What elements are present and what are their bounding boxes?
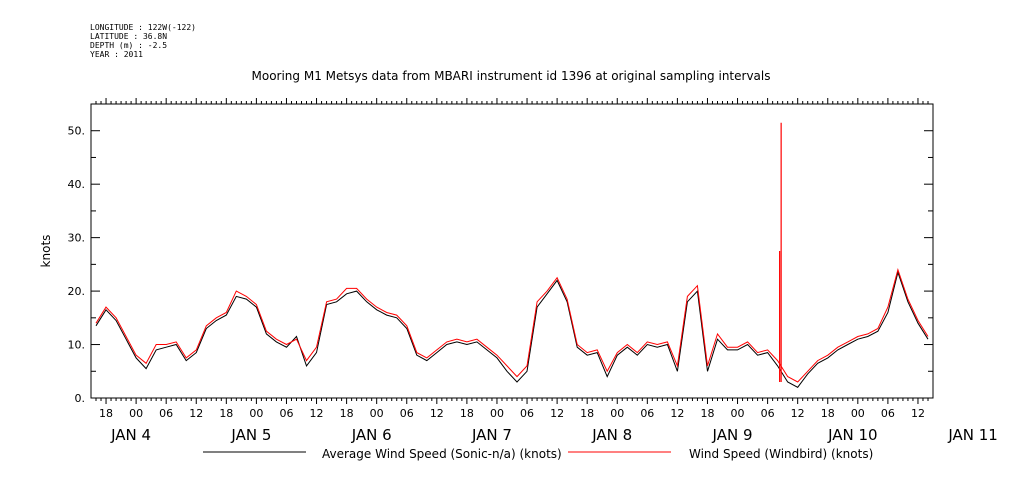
x-hour-tick-label: 18	[460, 407, 474, 420]
x-hour-tick-label: 18	[219, 407, 233, 420]
x-hour-tick-label: 12	[310, 407, 324, 420]
x-hour-tick-label: 06	[159, 407, 173, 420]
x-hour-tick-label: 18	[99, 407, 113, 420]
series-windbird-wind-speed	[95, 267, 929, 383]
y-tick-label: 40.	[68, 178, 86, 191]
x-day-label: JAN 4	[110, 426, 151, 444]
x-day-label: JAN 9	[712, 426, 753, 444]
x-hour-tick-label: 18	[340, 407, 354, 420]
header-metadata: LONGITUDE : 122W(-122) LATITUDE : 36.8N …	[90, 23, 196, 59]
y-tick-label: 0.	[75, 392, 86, 405]
x-day-label: JAN 11	[947, 426, 998, 444]
x-hour-tick-label: 06	[400, 407, 414, 420]
legend: Average Wind Speed (Sonic-n/a) (knots) W…	[203, 447, 873, 461]
x-hour-tick-label: 06	[279, 407, 293, 420]
depth-text: DEPTH (m) : -2.5	[90, 41, 167, 50]
x-hour-tick-label: 00	[370, 407, 384, 420]
x-hour-tick-label: 00	[490, 407, 504, 420]
y-tick-label: 20.	[68, 285, 86, 298]
x-hour-tick-label: 00	[129, 407, 143, 420]
x-hour-tick-label: 12	[791, 407, 805, 420]
legend-label-windbird: Wind Speed (Windbird) (knots)	[689, 447, 873, 461]
x-hour-tick-label: 00	[249, 407, 263, 420]
x-hour-tick-label: 06	[520, 407, 534, 420]
plot-frame	[90, 103, 934, 399]
year-text: YEAR : 2011	[90, 50, 143, 59]
x-hour-tick-label: 06	[640, 407, 654, 420]
x-hour-tick-label: 12	[670, 407, 684, 420]
y-tick-label: 10.	[68, 339, 86, 352]
y-axis-label: knots	[39, 235, 53, 268]
x-hour-tick-label: 12	[430, 407, 444, 420]
series-average-wind-speed	[95, 270, 929, 388]
chart-title: Mooring M1 Metsys data from MBARI instru…	[252, 69, 771, 83]
x-day-label: JAN 5	[230, 426, 271, 444]
legend-label-average: Average Wind Speed (Sonic-n/a) (knots)	[322, 447, 562, 461]
x-hour-tick-label: 00	[731, 407, 745, 420]
longitude-text: LONGITUDE : 122W(-122)	[90, 23, 196, 32]
y-tick-label: 50.	[68, 125, 86, 138]
y-tick-label: 30.	[68, 232, 86, 245]
x-day-label: JAN 10	[827, 426, 878, 444]
x-hour-tick-label: 00	[851, 407, 865, 420]
x-hour-tick-label: 18	[580, 407, 594, 420]
x-hour-tick-label: 18	[821, 407, 835, 420]
x-day-label: JAN 8	[591, 426, 632, 444]
x-hour-tick-label: 12	[911, 407, 925, 420]
x-day-label: JAN 6	[351, 426, 392, 444]
x-hour-tick-label: 06	[881, 407, 895, 420]
x-hour-tick-label: 00	[610, 407, 624, 420]
x-hour-tick-label: 18	[700, 407, 714, 420]
x-hour-tick-label: 06	[761, 407, 775, 420]
series-group	[95, 122, 929, 388]
x-hour-tick-label: 12	[189, 407, 203, 420]
latitude-text: LATITUDE : 36.8N	[90, 32, 167, 41]
x-hour-tick-label: 12	[550, 407, 564, 420]
x-day-label: JAN 7	[471, 426, 512, 444]
axes-group: 18 00 06 12 18 00 06 12 18 00 06 12 18 00 06 12 18 00 06 12…	[68, 98, 998, 444]
